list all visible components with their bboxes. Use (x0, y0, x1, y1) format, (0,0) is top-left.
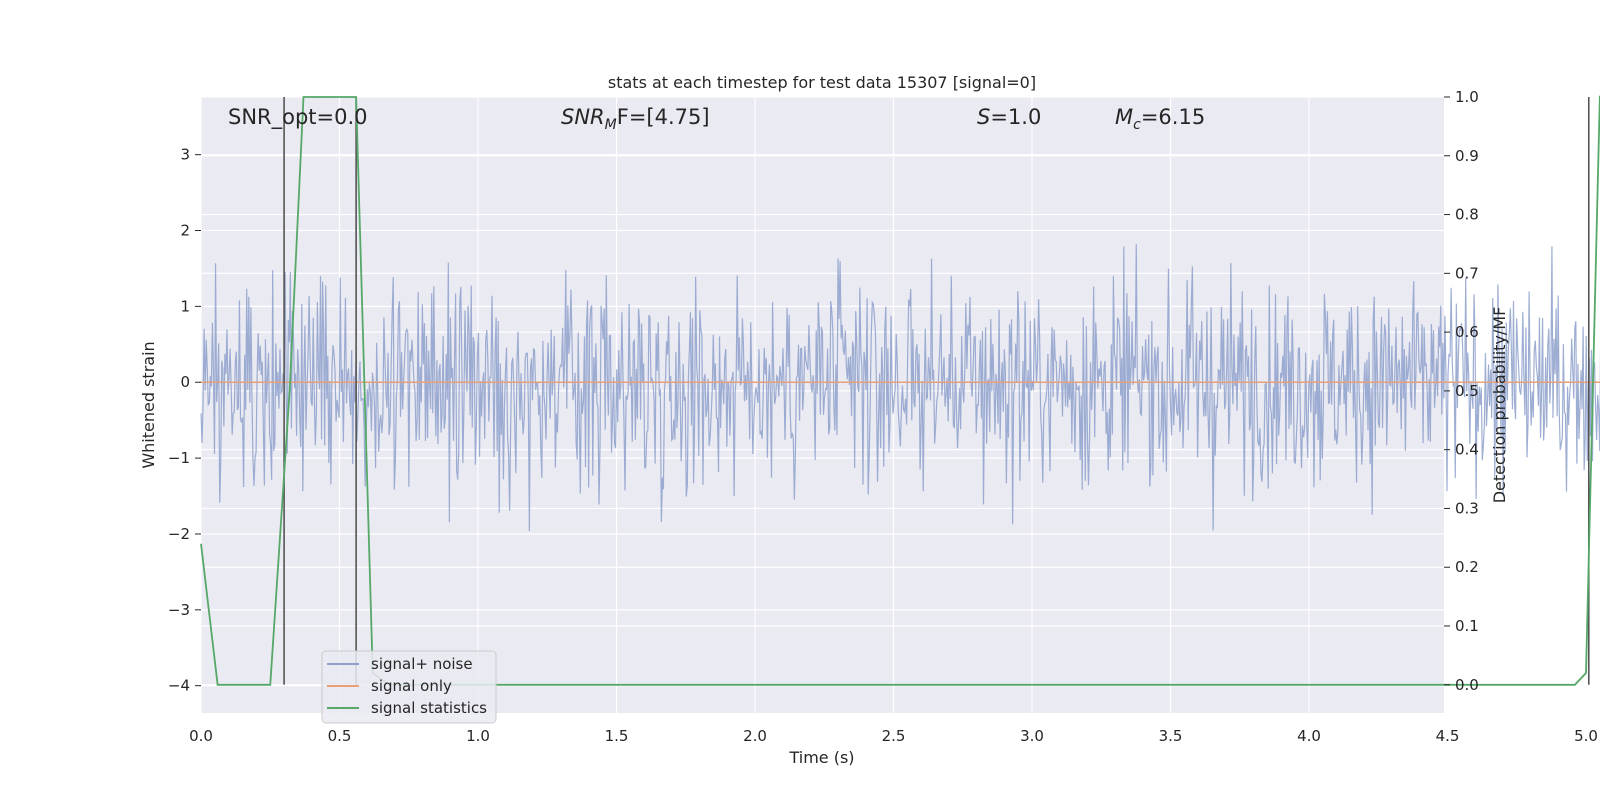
x-tick-label: 1.5 (605, 727, 629, 745)
legend-label-signal-only: signal only (371, 677, 452, 695)
annotation-s-italic: S (977, 105, 990, 129)
chart-title: stats at each timestep for test data 153… (608, 73, 1036, 92)
annotation-s-rest: =1.0 (990, 105, 1041, 129)
y-tick-labels: 3 2 1 0 −1 −2 −3 −4 (168, 146, 201, 695)
x-tick-label: 5.0 (1574, 727, 1598, 745)
y-tick-label: −1 (168, 449, 190, 467)
x-tick-label: 3.0 (1020, 727, 1044, 745)
y-right-tick-label: 1.0 (1455, 88, 1479, 106)
y-axis-label: Whitened strain (139, 341, 158, 468)
y-tick-label: 0 (180, 373, 190, 391)
x-tick-label: 1.0 (466, 727, 490, 745)
y-tick-label: −2 (168, 525, 190, 543)
annotation-s: S=1.0 (977, 105, 1041, 129)
annotation-mc: Mc=6.15 (1115, 105, 1205, 133)
legend-label-noise: signal+ noise (371, 655, 473, 673)
y-tick-label: −3 (168, 601, 190, 619)
legend: signal+ noise signal only signal statist… (321, 650, 497, 724)
y-right-tick-label: 0.1 (1455, 617, 1479, 635)
annotations: SNR_opt=0.0 SNRMF=[4.75] S=1.0 Mc=6.15 (228, 105, 1205, 133)
x-tick-label: 4.5 (1436, 727, 1460, 745)
y-tick-label: −4 (168, 677, 190, 695)
y-right-tick-label: 0.0 (1455, 676, 1479, 694)
x-tick-label: 4.0 (1297, 727, 1321, 745)
y-right-tick-label: 0.7 (1455, 264, 1479, 282)
x-tick-label: 2.0 (743, 727, 767, 745)
y-right-tick-label: 0.5 (1455, 382, 1479, 400)
annotation-mc-italic: M (1115, 105, 1133, 129)
annotation-mc-rest: =6.15 (1141, 105, 1205, 129)
legend-label-statistics: signal statistics (371, 699, 487, 717)
annotation-mc-sub: c (1133, 117, 1141, 133)
annotation-snr-mf-rest: F=[4.75] (617, 105, 710, 129)
y-right-tick-label: 0.6 (1455, 323, 1479, 341)
y-right-tick-labels: 1.0 0.9 0.8 0.7 0.6 0.5 0.4 0.3 0.2 0.1 0.0 (1444, 88, 1479, 694)
x-tick-label: 0.5 (328, 727, 352, 745)
annotation-snr-mf: SNRMF=[4.75] (561, 105, 710, 133)
legend-box (321, 650, 497, 724)
annotation-snr-mf-main: SNR (561, 105, 605, 129)
x-tick-label: 2.5 (882, 727, 906, 745)
y-right-tick-label: 0.4 (1455, 441, 1479, 459)
y-tick-label: 1 (180, 297, 190, 315)
x-axis-label: Time (s) (788, 748, 854, 767)
x-tick-labels: 0.00.51.01.52.02.53.03.54.04.55.05.56.06… (189, 727, 1598, 745)
y-right-tick-label: 0.9 (1455, 147, 1479, 165)
y-right-tick-label: 0.2 (1455, 558, 1479, 576)
y-tick-label: 2 (180, 222, 190, 240)
annotation-snr-opt: SNR_opt=0.0 (228, 105, 368, 130)
y-right-tick-label: 0.8 (1455, 206, 1479, 224)
y-tick-label: 3 (180, 146, 190, 164)
y-right-tick-label: 0.3 (1455, 499, 1479, 517)
y-right-axis-label: Detection probability/MF (1490, 307, 1509, 504)
x-tick-label: 3.5 (1159, 727, 1183, 745)
annotation-snr-mf-sub: M (605, 117, 617, 133)
x-tick-label: 0.0 (189, 727, 213, 745)
